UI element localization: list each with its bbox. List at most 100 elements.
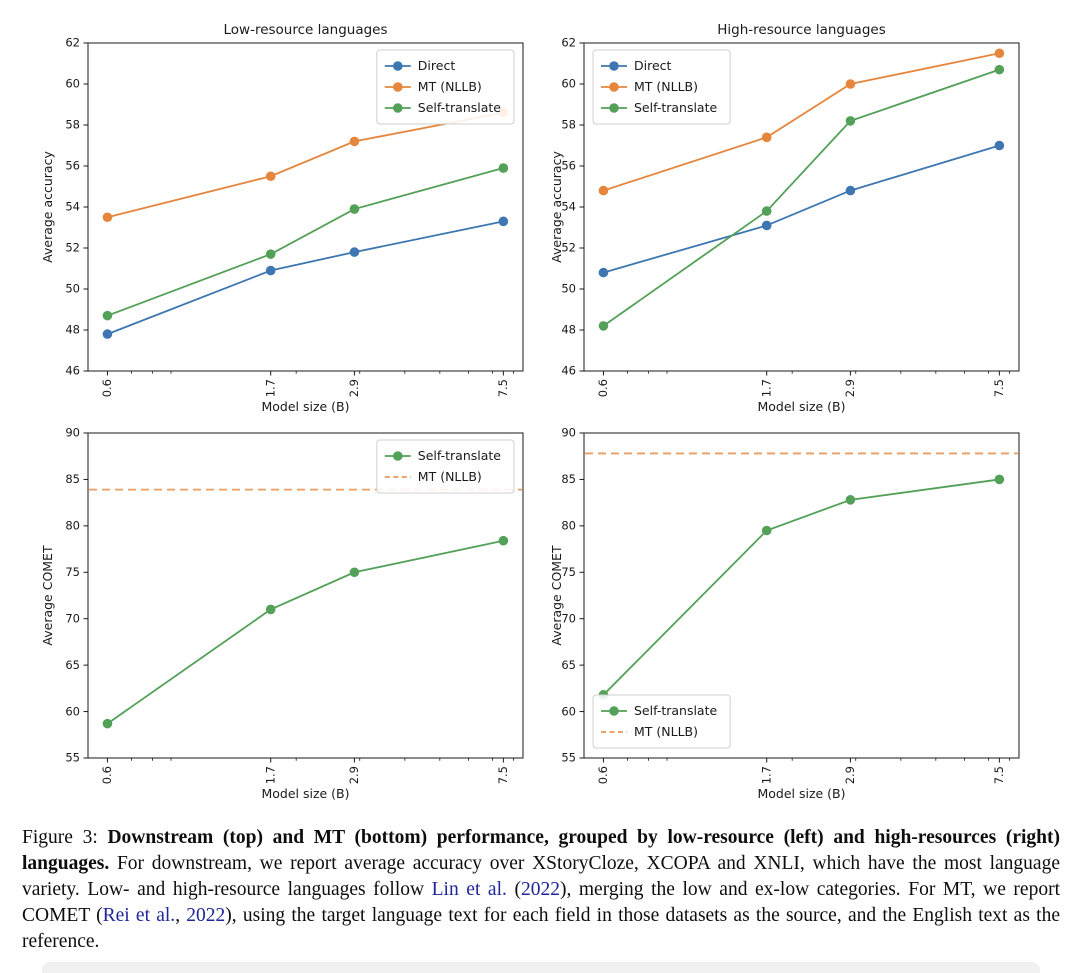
legend: Self-translate MT (NLLB) [592, 694, 731, 749]
legend-item-mt-nllb-: MT (NLLB) [601, 79, 698, 94]
data-point [598, 185, 609, 196]
legend-item-self-translate: Self-translate [601, 703, 717, 718]
y-tick-label: 55 [65, 751, 80, 765]
citation-lin-et-al[interactable]: Lin et al. [431, 878, 507, 900]
axes: 0.6 1.7 2.9 7.5 46 48 50 52 54 56 58 60 62 [65, 36, 514, 397]
data-point [994, 64, 1005, 75]
caption-figure-label: Figure 3: [22, 827, 108, 848]
x-axis-label: Model size (B) [261, 399, 349, 414]
legend-marker-swatch [393, 61, 403, 71]
legend-label: Direct [418, 58, 456, 73]
x-tick-label: 2.9 [843, 379, 857, 397]
y-tick-label: 90 [561, 426, 576, 440]
y-tick-label: 55 [561, 751, 576, 765]
legend-label: Direct [634, 58, 672, 73]
data-point [102, 718, 113, 729]
series-mt-nllb- [102, 107, 509, 223]
data-point [349, 247, 360, 257]
caption-text-3: ), merging the low and ex-low categories… [22, 878, 1060, 926]
y-axis-label: Average accuracy [40, 151, 55, 263]
data-point [761, 132, 772, 143]
legend-marker-swatch [393, 82, 403, 92]
data-point [349, 204, 360, 214]
data-point [102, 212, 113, 223]
legend-item-self-translate: Self-translate [384, 100, 501, 115]
legend: Direct MT (NLLB) Self-translate [592, 49, 731, 125]
legend-box [376, 49, 515, 125]
x-axis-ticks: 0.6 1.7 2.9 7.5 [596, 758, 1010, 784]
y-tick-label: 50 [65, 282, 80, 296]
data-point [265, 171, 276, 182]
citation-rei-et-al[interactable]: Rei et al. [102, 904, 176, 926]
figure-caption: Figure 3: Downstream (top) and MT (botto… [22, 825, 1060, 955]
plot-border [583, 432, 1020, 759]
data-point [761, 525, 772, 536]
legend-marker-swatch [609, 103, 619, 113]
axes: 0.6 1.7 2.9 7.5 55 60 65 70 75 80 85 90 [65, 426, 514, 784]
caption-bold-summary: Downstream (top) and MT (bottom) perform… [22, 827, 1060, 874]
chart-title: Low-resource languages [223, 22, 387, 38]
series-direct [102, 216, 509, 339]
y-axis-ticks: 46 48 50 52 54 56 58 60 62 [561, 36, 584, 378]
y-tick-label: 70 [65, 611, 80, 625]
legend-marker-swatch [609, 706, 619, 716]
y-tick-label: 62 [65, 36, 80, 50]
legend-marker-swatch [609, 61, 619, 71]
x-axis-ticks: 0.6 1.7 2.9 7.5 [100, 758, 514, 784]
legend-box [592, 694, 731, 749]
x-axis-ticks: 0.6 1.7 2.9 7.5 [596, 371, 1010, 397]
y-tick-label: 46 [65, 364, 80, 378]
y-tick-label: 48 [561, 323, 576, 337]
series-self-translate [598, 64, 1005, 331]
series-self-translate [102, 535, 509, 729]
x-axis-label: Model size (B) [261, 786, 349, 801]
legend-label: MT (NLLB) [634, 79, 698, 94]
series-self-translate [598, 474, 1005, 700]
legend: Direct MT (NLLB) Self-translate [376, 49, 515, 125]
series-self-translate [102, 163, 509, 321]
legend-box [376, 439, 515, 494]
y-axis-ticks: 55 60 65 70 75 80 85 90 [65, 426, 88, 765]
y-tick-label: 62 [561, 36, 576, 50]
y-tick-label: 52 [561, 241, 576, 255]
y-tick-label: 80 [561, 519, 576, 533]
page-bottom-bar [42, 962, 1040, 973]
data-point [265, 604, 276, 615]
y-axis-ticks: 55 60 65 70 75 80 85 90 [561, 426, 584, 765]
series-direct [598, 140, 1005, 278]
x-tick-label: 1.7 [759, 766, 773, 784]
legend-label: Self-translate [634, 100, 717, 115]
data-point [994, 140, 1005, 151]
data-point [845, 495, 856, 505]
legend-item-mt-nllb-: MT (NLLB) [601, 724, 698, 739]
x-tick-label: 1.7 [759, 379, 773, 397]
plot-border [583, 42, 1020, 372]
legend-item-mt-nllb-: MT (NLLB) [384, 469, 482, 484]
y-tick-label: 85 [65, 472, 80, 486]
y-tick-label: 60 [65, 704, 80, 718]
y-tick-label: 60 [561, 77, 576, 91]
plot-border [87, 432, 524, 759]
y-tick-label: 54 [65, 200, 80, 214]
legend-marker-swatch [609, 82, 619, 92]
citation-rei-et-al-year[interactable]: 2022 [186, 904, 226, 926]
legend-item-self-translate: Self-translate [384, 448, 501, 463]
x-tick-label: 0.6 [100, 379, 114, 397]
data-point [265, 249, 276, 259]
caption-text-1: For downstream, we report average accura… [22, 852, 1060, 900]
chart-comet-low-resource: 0.6 1.7 2.9 7.5 55 60 65 70 75 80 85 90 Model size (… [40, 426, 524, 801]
figure-3-charts: 0.6 1.7 2.9 7.5 46 48 50 52 54 56 58 60 62 Low-resour… [40, 22, 1020, 801]
data-point [598, 321, 609, 331]
y-tick-label: 70 [561, 611, 576, 625]
legend-item-direct: Direct [601, 58, 672, 73]
chart-title: High-resource languages [717, 22, 885, 38]
x-tick-label: 0.6 [596, 766, 610, 784]
x-tick-label: 7.5 [992, 766, 1006, 784]
citation-lin-et-al-year[interactable]: 2022 [520, 878, 560, 900]
y-tick-label: 54 [561, 200, 576, 214]
caption-text-5: ), using the target language text for ea… [22, 904, 1060, 952]
data-point [498, 163, 509, 173]
legend-label: MT (NLLB) [418, 469, 482, 484]
data-point [994, 48, 1005, 59]
data-point [349, 567, 360, 578]
